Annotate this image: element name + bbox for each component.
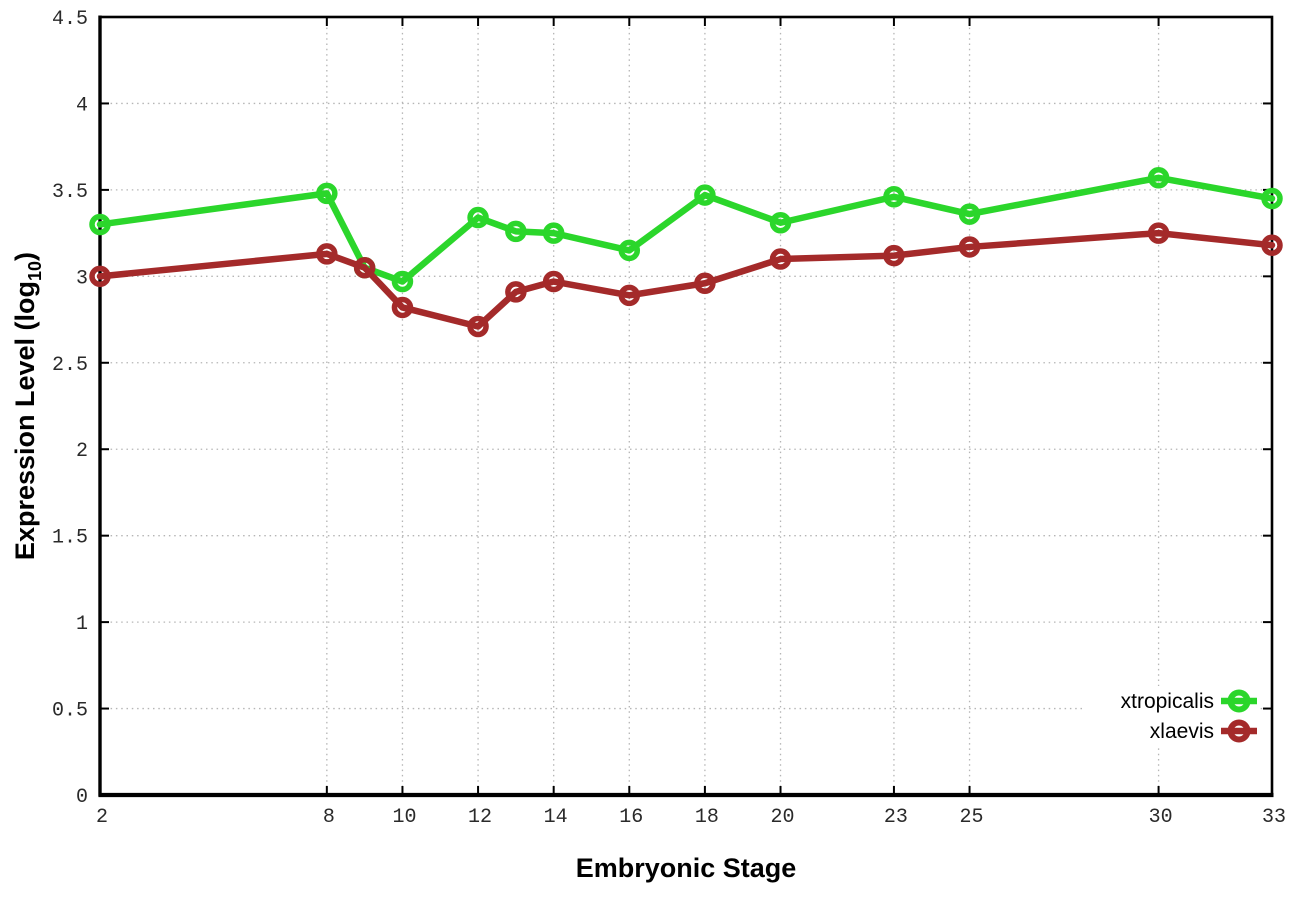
data-point-marker-xlaevis (883, 244, 905, 267)
data-point-marker-xtropicalis (89, 213, 111, 236)
legend-label-xtropicalis: xtropicalis (1121, 690, 1214, 713)
data-point-marker-xtropicalis (958, 203, 981, 225)
data-point-marker-xlaevis (618, 284, 641, 307)
data-point-marker-xtropicalis (883, 186, 905, 208)
data-point-marker-xtropicalis (316, 182, 338, 205)
y-axis-title-main: Expression Level (log (10, 281, 40, 560)
y-axis-tick-label: 2.5 (52, 354, 88, 377)
y-axis-title: Expression Level (log10) (10, 252, 45, 560)
x-axis-tick-label: 16 (619, 806, 643, 829)
data-point-marker-xtropicalis (467, 206, 489, 229)
x-axis-tick-label: 25 (960, 806, 984, 829)
data-point-marker-xtropicalis (1147, 167, 1170, 189)
data-point-marker-xlaevis (391, 296, 414, 319)
data-point-marker-xlaevis (694, 272, 716, 294)
y-axis-title-end: ) (10, 252, 40, 261)
series-layer (89, 167, 1283, 338)
x-axis-tick-label: 12 (468, 806, 492, 829)
data-point-marker-xtropicalis (391, 270, 414, 293)
x-axis-tick-label: 20 (771, 806, 795, 829)
series-line-xtropicalis (96, 174, 1276, 285)
plot-border (98, 15, 1274, 798)
y-axis-tick-label: 2 (76, 440, 88, 463)
x-axis-title: Embryonic Stage (576, 853, 797, 883)
x-axis-tick-label: 18 (695, 806, 719, 829)
x-axis-tick-label: 30 (1149, 806, 1173, 829)
data-point-marker-xlaevis (1261, 234, 1283, 256)
series-line-xlaevis (96, 229, 1276, 330)
y-axis-tick-label: 0.5 (52, 700, 88, 723)
x-axis-tick-label: 33 (1262, 806, 1286, 829)
data-point-marker-xlaevis (316, 243, 338, 265)
tick-labels-layer: 2 8 10 12 14 16 18 20 23 25 30 33 0 0.5 1 1.5 2 2.5 3 3.5 4 4… (52, 8, 1286, 829)
legend-sample-marker-xtropicalis (1227, 689, 1251, 713)
data-point-marker-xtropicalis (1261, 187, 1283, 210)
data-point-marker-xlaevis (1147, 222, 1170, 244)
data-point-marker-xtropicalis (542, 222, 565, 244)
data-point-marker-xlaevis (769, 248, 792, 270)
ticks-layer (99, 16, 1273, 796)
legend-sample-marker-xlaevis (1227, 719, 1251, 743)
y-axis-tick-label: 0 (76, 786, 88, 809)
data-point-marker-xtropicalis (505, 220, 527, 243)
data-point-marker-xtropicalis (694, 184, 716, 206)
x-axis-tick-label: 2 (96, 806, 108, 829)
x-axis-tick-label: 14 (544, 806, 568, 829)
y-axis-tick-label: 3 (76, 267, 88, 290)
x-axis-tick-label: 10 (392, 806, 416, 829)
x-axis-tick-label: 23 (884, 806, 908, 829)
grid-layer (99, 17, 1273, 795)
data-point-marker-xlaevis (542, 270, 565, 293)
data-point-marker-xtropicalis (769, 211, 792, 234)
legend: xtropicalis xlaevis (1085, 686, 1260, 746)
y-axis-tick-label: 1.5 (52, 527, 88, 550)
legend-label-xlaevis: xlaevis (1150, 720, 1214, 743)
y-axis-tick-label: 4 (76, 94, 88, 117)
data-point-marker-xtropicalis (618, 239, 641, 262)
data-point-marker-xlaevis (89, 265, 111, 288)
y-axis-tick-label: 3.5 (52, 181, 88, 204)
x-axis-tick-label: 8 (323, 806, 335, 829)
y-axis-tick-label: 4.5 (52, 8, 88, 31)
y-axis-title-subscript: 10 (25, 261, 45, 281)
data-point-marker-xlaevis (958, 236, 981, 258)
y-axis-tick-label: 1 (76, 613, 88, 636)
data-point-marker-xlaevis (467, 315, 489, 338)
plot-border-box (98, 15, 1274, 797)
data-point-marker-xlaevis (505, 281, 527, 303)
data-point-marker-xlaevis (353, 256, 376, 279)
